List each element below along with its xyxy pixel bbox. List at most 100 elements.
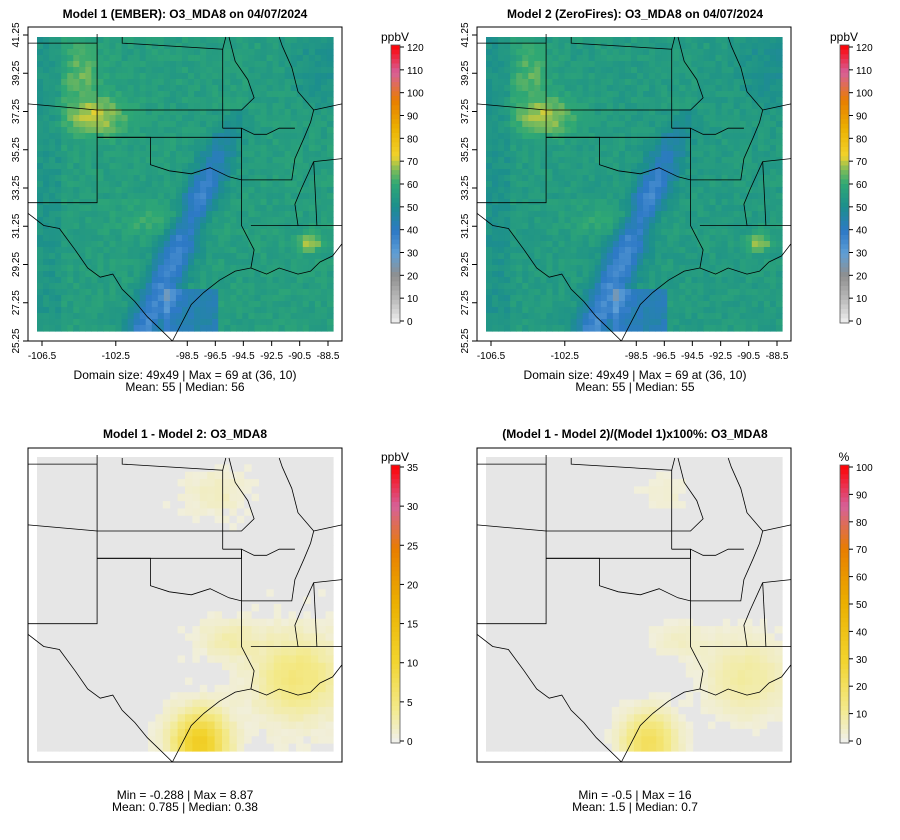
plot-frame [27,447,343,763]
x-tick-label: -90.5 [737,351,760,362]
stats-line-2: Mean: 1.5 | Median: 0.7 [572,800,698,814]
colorbar-tick-label: 10 [856,294,868,305]
stats-line-1: Min = -0.5 | Max = 16 [578,788,691,802]
colorbar-unit: ppbV [381,30,409,44]
colorbar-tick-label: 40 [407,226,419,237]
y-tick-label: 39.25 [11,60,22,85]
colorbar-unit: % [839,450,850,464]
colorbar-tick-label: 80 [856,518,868,529]
colorbar-tick-label: 15 [407,620,419,631]
colorbar-tick-label: 80 [856,134,868,145]
state-borders [476,34,792,342]
colorbar-tick-label: 100 [856,89,873,100]
gridded-field [486,37,783,332]
colorbar-tick-label: 20 [407,580,419,591]
colorbar-tick-label: 70 [856,545,868,556]
x-tick-label: -102.5 [551,351,580,362]
panel-title: Model 1 (EMBER): O3_MDA8 on 04/07/2024 [63,7,308,21]
colorbar-tick-label: 0 [407,317,413,328]
gridded-field [37,457,334,752]
colorbar-tick-label: 40 [856,226,868,237]
colorbar-tick-label: 120 [856,43,873,54]
y-tick-label: 37.25 [460,99,471,124]
y-axis: 41.25 39.25 37.25 35.25 33.25 31.25 29.25 27.25… [11,22,28,354]
x-tick-label: -96.5 [204,351,227,362]
x-tick-label: -90.5 [288,351,311,362]
stats-line-1: Min = -0.288 | Max = 8.87 [117,788,254,802]
stats-line-2: Mean: 0.785 | Median: 0.38 [112,800,258,814]
colorbar-tick-label: 90 [856,112,868,123]
colorbar-tick-label: 20 [856,682,868,693]
colorbar-tick-label: 5 [407,698,413,709]
colorbar-tick-label: 10 [407,659,419,670]
colorbar-tick-label: 30 [407,502,419,513]
colorbar-tick-label: 20 [856,271,868,282]
y-tick-label: 25.25 [460,328,471,353]
state-borders [27,34,343,342]
colorbar-tick-label: 70 [407,157,419,168]
colorbar-tick-label: 30 [856,655,868,666]
stats-line-1: Domain size: 49x49 | Max = 69 at (36, 10… [74,368,297,382]
colorbar-tick-label: 100 [856,463,873,474]
colorbar-tick-label: 90 [407,112,419,123]
state-borders [27,455,343,763]
colorbar-tick-label: 60 [407,180,419,191]
y-tick-label: 39.25 [460,60,471,85]
panel-title: (Model 1 - Model 2)/(Model 1)x100%: O3_M… [502,427,768,441]
colorbar-tick-label: 10 [856,710,868,721]
map-panel-4: (Model 1 - Model 2)/(Model 1)x100%: O3_M… [476,427,873,814]
x-axis: -106.5 -102.5 -98.5 -96.5 -94.5 -92.5 -90.5 -88… [477,341,789,362]
plot-frame [476,26,792,342]
colorbar-tick-label: 50 [856,600,868,611]
x-tick-label: -94.5 [681,351,704,362]
colorbar-tick-label: 80 [407,134,419,145]
x-tick-label: -92.5 [260,351,283,362]
colorbar-tick-label: 0 [407,737,413,748]
gridded-field [37,37,334,332]
y-tick-label: 35.25 [11,137,22,162]
x-tick-label: -88.5 [766,351,789,362]
colorbar-tick-label: 40 [856,627,868,638]
plot-frame [27,26,343,342]
colorbar-unit: ppbV [381,450,409,464]
colorbar-tick-label: 50 [856,203,868,214]
colorbar-tick-label: 0 [856,317,862,328]
x-tick-label: -106.5 [477,351,506,362]
panel-title: Model 1 - Model 2: O3_MDA8 [103,427,267,441]
colorbar-tick-label: 25 [407,541,419,552]
stats-line-1: Domain size: 49x49 | Max = 69 at (36, 10… [524,368,747,382]
y-tick-label: 35.25 [460,137,471,162]
x-tick-label: -106.5 [28,351,57,362]
map-panel-2: Model 2 (ZeroFires): O3_MDA8 on 04/07/20… [460,7,873,394]
x-tick-label: -96.5 [653,351,676,362]
colorbar-tick-label: 30 [856,249,868,260]
colorbar-tick-label: 110 [856,66,872,77]
gridded-field [486,457,783,752]
x-tick-label: -98.5 [625,351,648,362]
y-axis: 41.25 39.25 37.25 35.25 33.25 31.25 29.25 27.25… [460,22,477,354]
colorbar-unit: ppbV [830,30,858,44]
y-tick-label: 27.25 [460,290,471,315]
y-tick-label: 25.25 [11,328,22,353]
plot-frame [476,447,792,763]
y-tick-label: 41.25 [460,22,471,47]
map-panel-1: Model 1 (EMBER): O3_MDA8 on 04/07/2024 -1… [11,7,424,394]
stats-line-2: Mean: 55 | Median: 56 [125,380,245,394]
colorbar-tick-label: 10 [407,294,419,305]
x-tick-label: -94.5 [232,351,255,362]
colorbar-tick-label: 60 [856,573,868,584]
x-tick-label: -102.5 [102,351,131,362]
x-tick-label: -98.5 [176,351,199,362]
y-tick-label: 33.25 [460,175,471,200]
y-tick-label: 41.25 [11,22,22,47]
state-borders [476,455,792,763]
y-tick-label: 33.25 [11,175,22,200]
y-tick-label: 29.25 [460,252,471,277]
